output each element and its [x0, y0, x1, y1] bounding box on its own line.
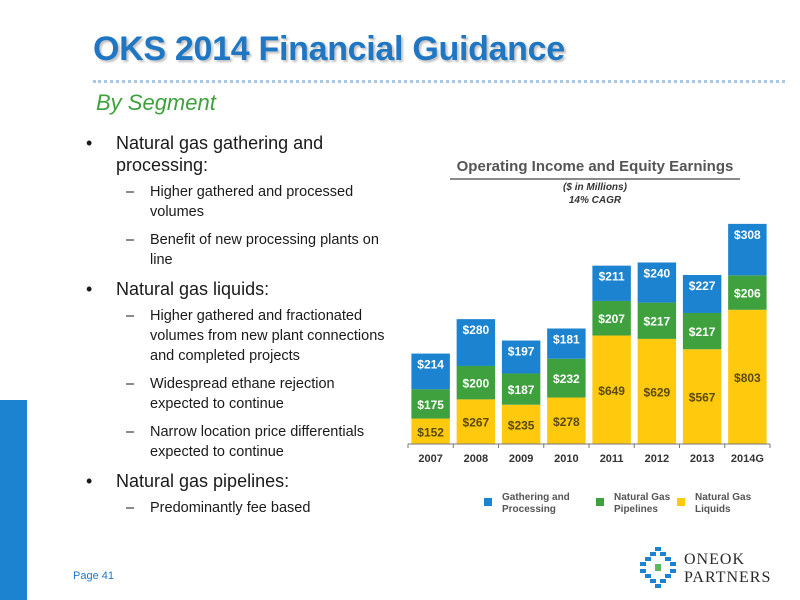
bar-segment [637, 262, 677, 303]
bar-segment [637, 338, 677, 444]
data-label: $152 [417, 425, 444, 439]
sub-bullet-list: Higher gathered and processed volumes Be… [116, 182, 394, 270]
bar-segment [456, 365, 496, 400]
x-tick-label: 2007 [418, 453, 442, 465]
oneok-logo-icon [640, 547, 676, 588]
legend-label-line: Processing [502, 504, 556, 515]
bar-segment [728, 309, 767, 444]
sub-bullet-item: Narrow location price differentials expe… [116, 422, 394, 462]
page-number: Page 41 [73, 570, 114, 582]
bar-segment [682, 349, 722, 444]
data-label: $267 [463, 416, 490, 430]
x-tick-label: 2013 [690, 453, 714, 465]
legend-swatch-liquids [677, 498, 685, 506]
data-label: $227 [689, 279, 716, 293]
logo-word-oneok: ONEOK [684, 551, 745, 568]
legend-label-line: Natural Gas [614, 492, 671, 503]
bar-segment [637, 302, 677, 339]
bar-segment [501, 373, 541, 405]
sub-bullet-list: Higher gathered and fractionated volumes… [116, 306, 394, 462]
bar-segment [592, 300, 631, 336]
data-label: $211 [599, 270, 625, 284]
data-label: $217 [689, 325, 716, 339]
bar-segment [547, 358, 586, 398]
sub-bullet-item: Higher gathered and fractionated volumes… [116, 306, 394, 366]
sub-bullet-item: Higher gathered and processed volumes [116, 182, 394, 222]
legend-item-pipelines: Natural Gas Pipelines [614, 492, 670, 516]
bar-segment [456, 399, 496, 444]
logo-word-partners: PARTNERS [684, 569, 772, 586]
bar-segment [592, 335, 631, 444]
chart-title: Operating Income and Equity Earnings [450, 158, 740, 180]
legend-item-liquids: Natural Gas Liquids [695, 492, 751, 516]
bullet-item: Natural gas liquids: Higher gathered and… [84, 278, 394, 462]
data-label: $308 [734, 228, 761, 242]
page-title: OKS 2014 Financial Guidance [93, 30, 565, 68]
data-label: $207 [598, 312, 625, 326]
bullet-list: Natural gas gathering and processing: Hi… [84, 132, 394, 526]
legend-swatch-gathering [484, 498, 492, 506]
data-label: $200 [463, 377, 490, 391]
data-label: $206 [734, 287, 761, 301]
sub-bullet-item: Predominantly fee based [116, 498, 394, 518]
data-label: $280 [463, 323, 490, 337]
bar-segment [411, 418, 450, 444]
page-subtitle: By Segment [96, 90, 216, 115]
sub-bullet-item: Widespread ethane rejection expected to … [116, 374, 394, 414]
data-label: $232 [553, 372, 580, 386]
bar-segment [728, 223, 767, 276]
chart-container: Operating Income and Equity Earnings ($ … [400, 150, 780, 530]
x-tick-label: 2009 [509, 453, 533, 465]
data-label: $629 [644, 385, 671, 399]
bar-segment [411, 353, 450, 390]
data-label: $175 [417, 398, 444, 412]
data-label: $240 [644, 266, 671, 280]
x-tick-label: 2011 [600, 453, 624, 465]
bar-segment [547, 328, 586, 359]
data-label: $235 [508, 418, 535, 432]
chart-cagr-note: 14% CAGR [568, 195, 622, 206]
x-tick-label: 2008 [464, 453, 488, 465]
legend-item-gathering: Gathering and Processing [502, 492, 570, 516]
bar-segment [682, 275, 722, 313]
bar-segment [411, 389, 450, 419]
bullet-item: Natural gas gathering and processing: Hi… [84, 132, 394, 270]
chart-units-note: ($ in Millions) [563, 182, 627, 193]
sub-bullet-item: Benefit of new processing plants on line [116, 230, 394, 270]
bullet-text: Natural gas gathering and processing: [116, 133, 324, 175]
x-tick-label: 2010 [554, 453, 578, 465]
data-label: $803 [734, 371, 761, 385]
bar-segment [501, 404, 541, 444]
bar-segment [592, 265, 631, 301]
data-label: $217 [644, 315, 671, 329]
legend-label-line: Gathering and [502, 492, 570, 503]
legend-swatch-pipelines [596, 498, 604, 506]
legend-label-line: Natural Gas [695, 492, 752, 503]
bullet-text: Natural gas liquids: [116, 279, 270, 299]
x-tick-label: 2012 [645, 453, 669, 465]
oneok-partners-logo: ONEOK PARTNERS [638, 545, 788, 590]
data-label: $567 [689, 391, 716, 405]
bar-segment [501, 340, 541, 374]
data-label: $649 [598, 384, 625, 398]
bar-segment [547, 397, 586, 444]
bar-segment [682, 312, 722, 350]
data-label: $214 [417, 358, 444, 372]
x-tick-label: 2014G [731, 453, 764, 465]
side-accent-bar [0, 400, 27, 600]
data-label: $197 [508, 345, 535, 359]
stacked-bar-chart: $152 $175 $214 2007 $267 $200 $280 2008 $235 $187… [407, 223, 771, 465]
bullet-item: Natural gas pipelines: Predominantly fee… [84, 470, 394, 518]
data-label: $187 [508, 383, 535, 397]
title-divider [93, 80, 785, 83]
legend-label-line: Liquids [695, 504, 731, 515]
data-label: $278 [553, 415, 580, 429]
data-label: $181 [553, 333, 580, 347]
bar-segment [456, 319, 496, 366]
bar-segment [728, 275, 767, 310]
sub-bullet-list: Predominantly fee based [116, 498, 394, 518]
bullet-text: Natural gas pipelines: [116, 471, 290, 491]
legend-label-line: Pipelines [614, 504, 658, 515]
